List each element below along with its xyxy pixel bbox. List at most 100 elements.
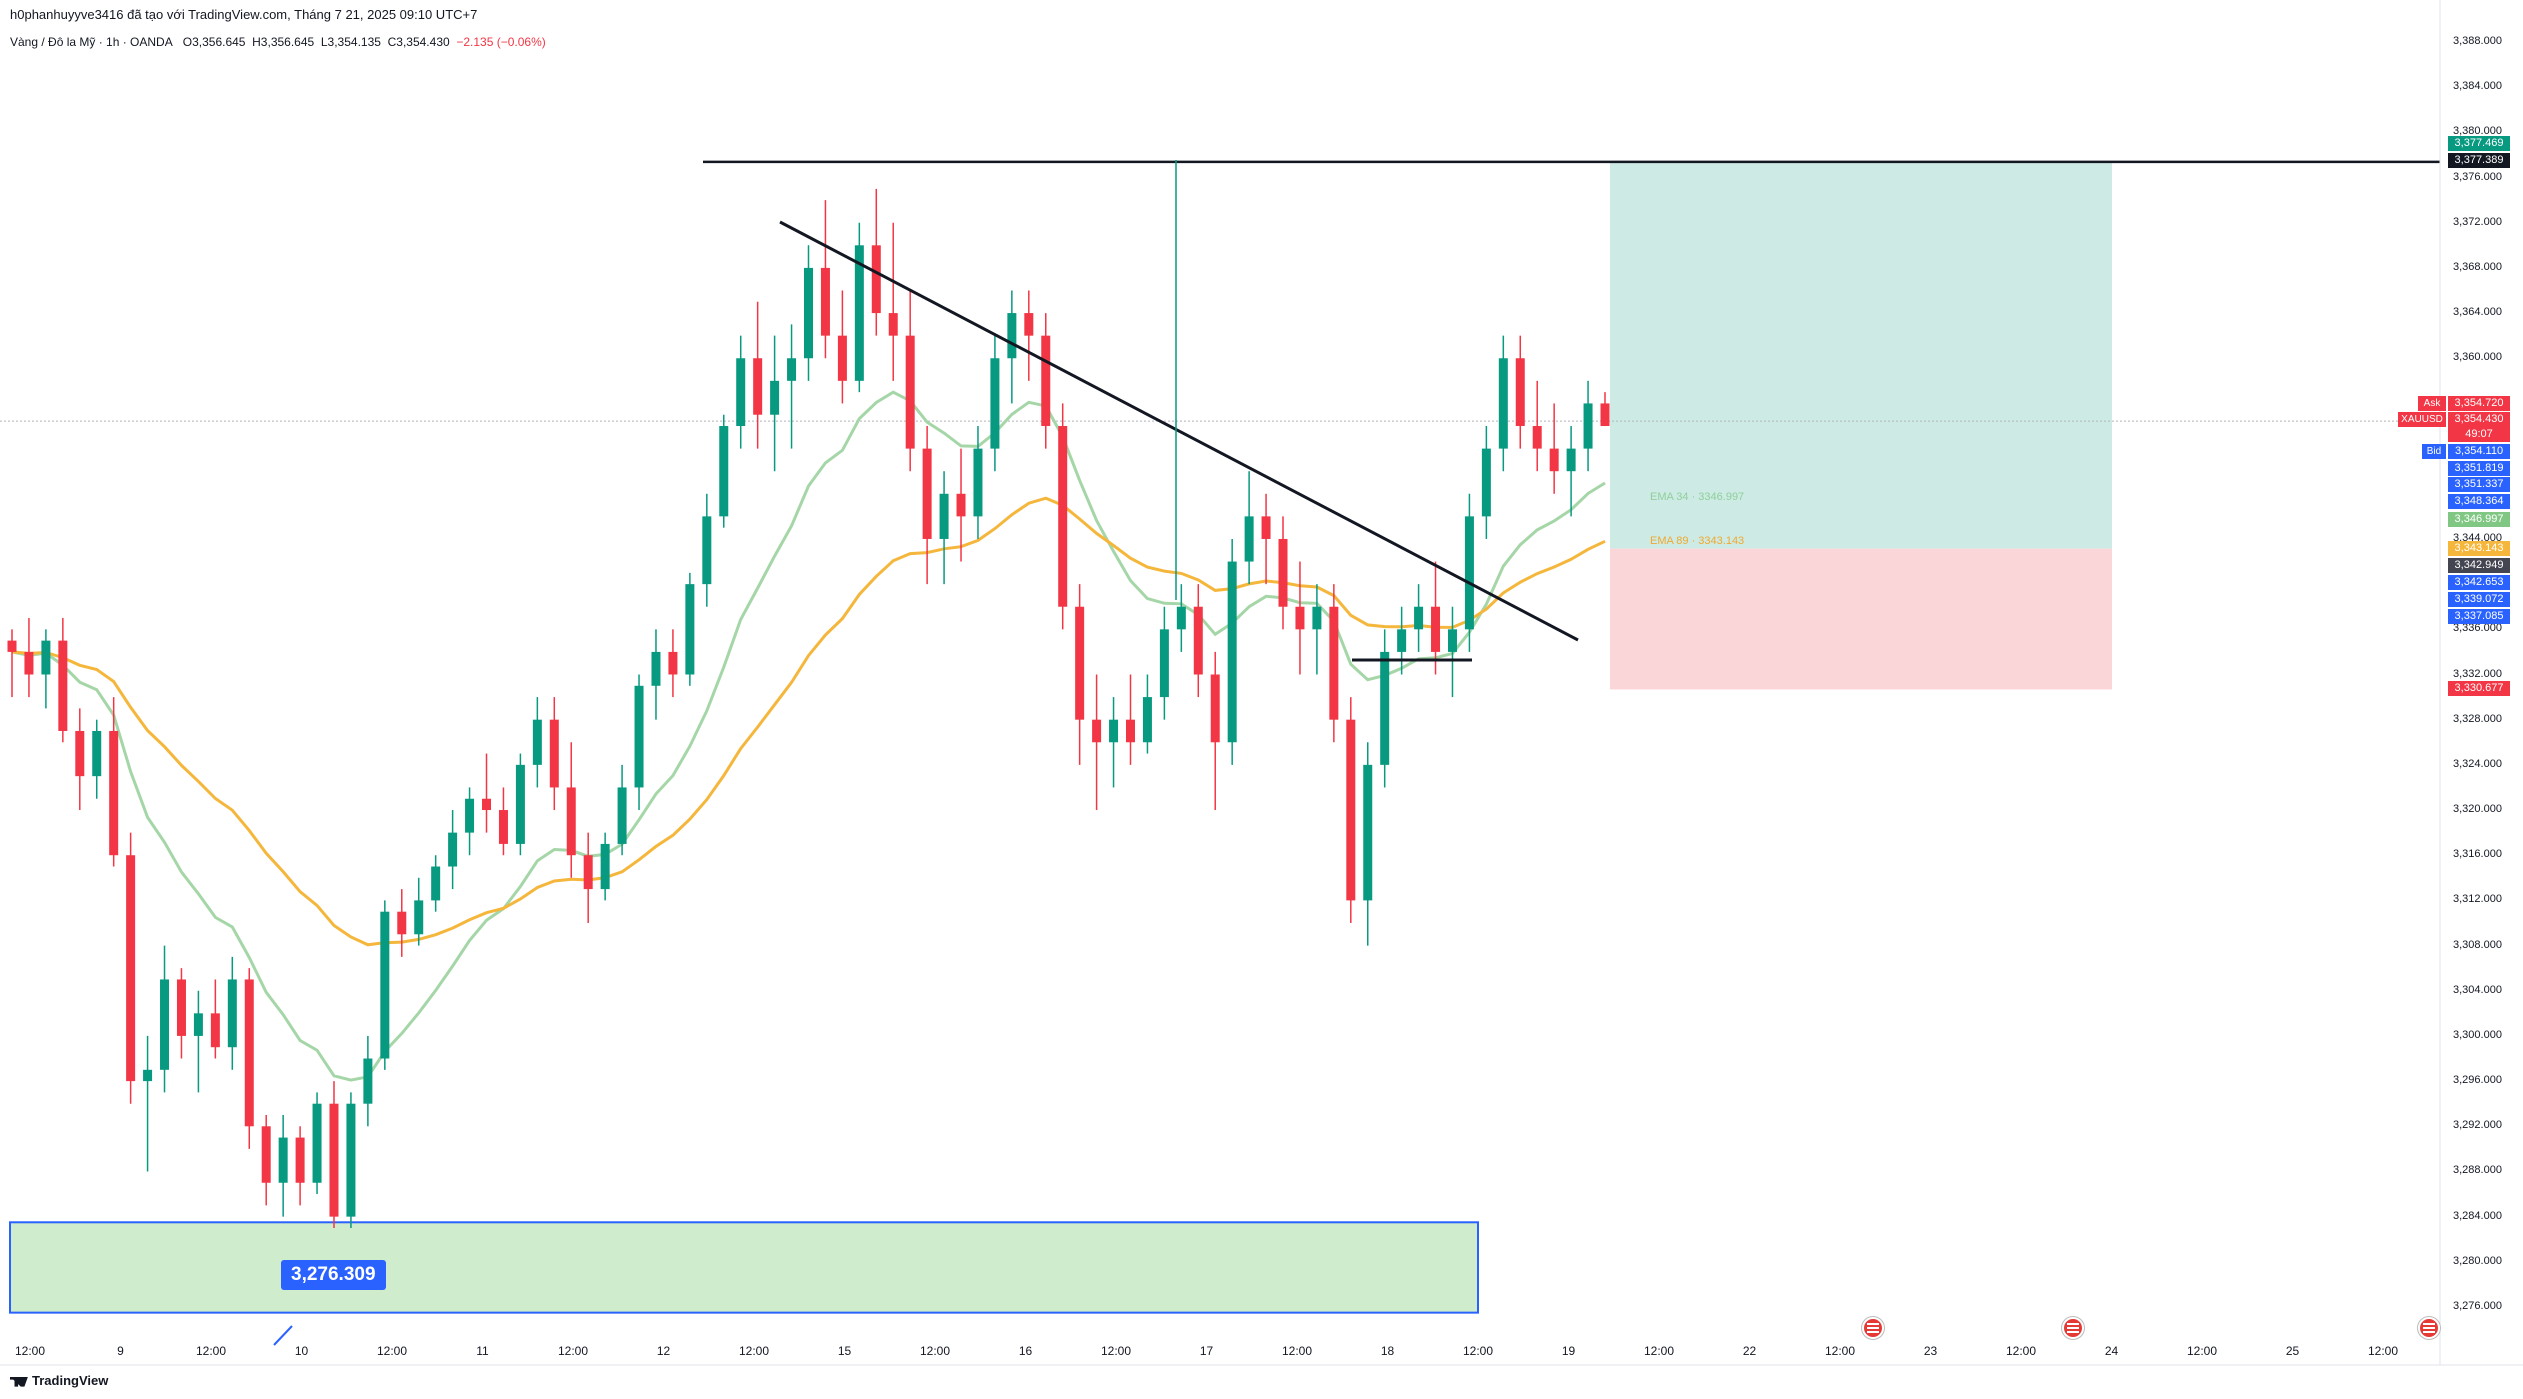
price-axis-tick: 3,368.000 — [2453, 260, 2502, 273]
us-event-flag-icon[interactable] — [2062, 1317, 2084, 1339]
price-axis-tick: 3,280.000 — [2453, 1254, 2502, 1267]
time-axis-tick: 24 — [2104, 1344, 2119, 1358]
time-axis-tick: 9 — [117, 1344, 124, 1358]
candle-body — [1244, 516, 1254, 562]
demand-zone-price-label[interactable]: 3,276.309 — [281, 1260, 386, 1290]
price-axis-tick: 3,344.000 — [2453, 531, 2502, 544]
ask-label: Ask — [2418, 396, 2446, 411]
author-line: h0phanhuyyve3416 đã tạo với TradingView.… — [10, 7, 478, 22]
drawings[interactable] — [273, 160, 2440, 1346]
price-axis-tick: 3,300.000 — [2453, 1028, 2502, 1041]
candle-body — [261, 1126, 271, 1183]
candle-body — [1414, 606, 1424, 630]
candle-body — [685, 584, 695, 675]
price-axis-tick: 3,384.000 — [2453, 80, 2502, 93]
candle-body — [617, 787, 627, 844]
candle-body — [1583, 403, 1593, 449]
stop-price-tag: 3,330.677 — [2448, 681, 2510, 696]
candle-body — [922, 448, 932, 539]
candle-body — [990, 358, 1000, 449]
price-axis-tick: 3,308.000 — [2453, 938, 2502, 951]
price-axis-tick: 3,336.000 — [2453, 622, 2502, 635]
us-event-flag-icon[interactable] — [1862, 1317, 1884, 1339]
tradingview-logo-icon — [10, 1376, 28, 1387]
candle-body — [210, 1013, 220, 1048]
candle-body — [431, 866, 441, 901]
candle-body — [312, 1103, 322, 1183]
symbol-tag: XAUUSD — [2398, 412, 2446, 427]
tradingview-logo[interactable]: TradingView — [10, 1373, 108, 1388]
candle-body — [1515, 358, 1525, 427]
time-axis-tick: 12:00 — [557, 1344, 589, 1358]
candle-body — [1109, 719, 1119, 743]
candle-body — [1363, 764, 1373, 901]
time-axis-tick: 12:00 — [2186, 1344, 2218, 1358]
price-axis-tick: 3,324.000 — [2453, 757, 2502, 770]
time-axis-tick: 10 — [294, 1344, 309, 1358]
demand-zone — [9, 1221, 1479, 1314]
candle-body — [820, 267, 830, 336]
candle-body — [532, 719, 542, 765]
time-axis-tick: 12:00 — [2367, 1344, 2399, 1358]
time-axis-tick: 16 — [1018, 1344, 1033, 1358]
candle-body — [126, 855, 136, 1082]
brand-name: TradingView — [32, 1373, 109, 1388]
candle-body — [1431, 606, 1441, 652]
change-value: −2.135 (−0.06%) — [456, 35, 546, 49]
candle-body — [1024, 313, 1034, 336]
candle-body — [787, 358, 797, 381]
candle-body — [58, 640, 68, 731]
price-axis-tick: 3,292.000 — [2453, 1119, 2502, 1132]
price-axis-tick: 3,304.000 — [2453, 983, 2502, 996]
bid-label: Bid — [2422, 444, 2446, 459]
candle-body — [1312, 606, 1322, 630]
candle-body — [295, 1137, 305, 1183]
time-axis-tick: 12:00 — [1281, 1344, 1313, 1358]
price-axis-tick: 3,276.000 — [2453, 1300, 2502, 1312]
candle-body — [465, 798, 475, 833]
target-zone — [1610, 160, 2112, 549]
candle-body — [41, 640, 51, 675]
candle-body — [414, 900, 424, 935]
symbol-label[interactable]: Vàng / Đô la Mỹ · 1h · OANDA — [10, 35, 173, 49]
candle-body — [956, 493, 966, 517]
descending-trendline — [779, 220, 1579, 642]
ema89-label: EMA 89 · 3343.143 — [1650, 535, 1745, 547]
candle-body — [278, 1137, 288, 1183]
candle-body — [1159, 629, 1169, 698]
time-axis-tick: 12:00 — [14, 1344, 46, 1358]
low-value: L3,354.135 — [320, 35, 381, 49]
candle-body — [109, 730, 119, 856]
ema34-price-tag: 3,346.997 — [2448, 512, 2510, 527]
entry-price-tag: 3,342.949 — [2448, 558, 2510, 573]
ema89-price-tag: 3,343.143 — [2448, 541, 2510, 556]
us-event-flag-icon[interactable] — [2418, 1317, 2440, 1339]
candle-body — [1447, 629, 1457, 652]
candle-body — [346, 1103, 356, 1217]
candle-body — [1041, 335, 1051, 427]
price-axis-tick: 3,332.000 — [2453, 667, 2502, 680]
candle-body — [7, 640, 17, 652]
candle-body — [75, 730, 85, 777]
candle-body — [1498, 358, 1508, 449]
candle-body — [1532, 426, 1542, 449]
level-tag-1: 3,351.819 — [2448, 461, 2510, 476]
level-tag-6: 3,337.085 — [2448, 609, 2510, 624]
candle-body — [770, 380, 780, 415]
candle-body — [753, 358, 763, 415]
ema89-line — [11, 496, 1606, 947]
level-tag-5: 3,339.072 — [2448, 592, 2510, 607]
candle-body — [176, 979, 186, 1036]
candle-body — [1142, 697, 1152, 743]
price-axis-tick: 3,360.000 — [2453, 351, 2502, 364]
candle-body — [871, 245, 881, 314]
candle-body — [1566, 448, 1576, 472]
candle-body — [804, 267, 813, 359]
candle-body — [837, 335, 847, 381]
level-tag-3: 3,348.364 — [2448, 494, 2510, 509]
candle-body — [566, 787, 576, 856]
ohlc-legend: Vàng / Đô la Mỹ · 1h · OANDA O3,356.645 … — [10, 35, 546, 49]
candle-body — [1092, 719, 1102, 743]
candle-body — [92, 730, 102, 777]
